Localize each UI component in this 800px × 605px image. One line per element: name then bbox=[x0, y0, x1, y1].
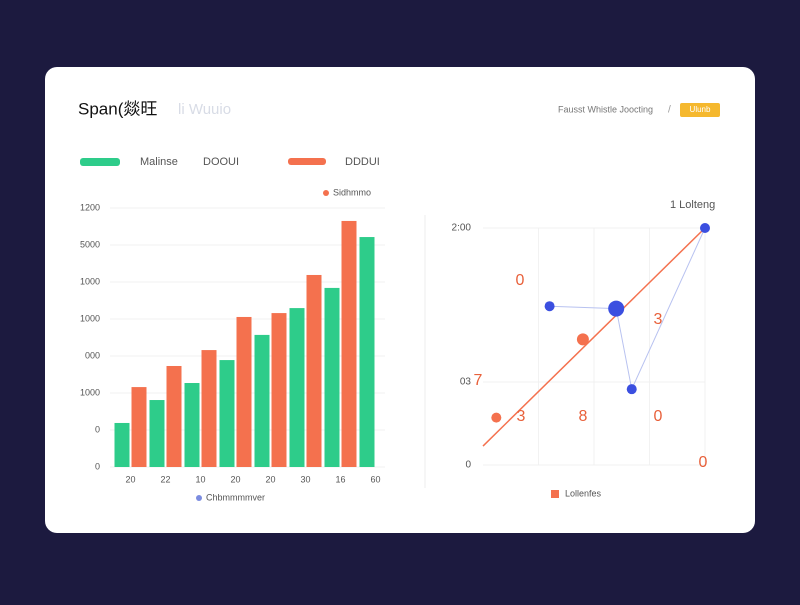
point bbox=[700, 223, 710, 233]
y-tick-label: 1000 bbox=[80, 276, 100, 286]
page-title: Span(燚旺 bbox=[78, 99, 157, 118]
legend-label: Lollenfes bbox=[565, 488, 602, 498]
y-tick-label: 1200 bbox=[80, 202, 100, 212]
legend-note: Chbmmmmver bbox=[206, 492, 265, 502]
bar bbox=[219, 360, 235, 467]
button[interactable] bbox=[680, 103, 720, 117]
annotation: 7 bbox=[474, 372, 483, 389]
y-tick-label: 5000 bbox=[80, 239, 100, 249]
x-tick-label: 60 bbox=[370, 474, 380, 484]
bar bbox=[306, 274, 322, 467]
y-tick-label: 1000 bbox=[80, 387, 100, 397]
trend-line bbox=[482, 227, 706, 447]
y-tick-label: 2:00 bbox=[452, 223, 472, 234]
legend-note: DOOUI bbox=[203, 156, 239, 168]
legend-dot bbox=[323, 190, 329, 196]
button-label[interactable]: Ulunb bbox=[690, 105, 711, 114]
separator: / bbox=[668, 105, 671, 116]
bar bbox=[166, 365, 182, 467]
bar bbox=[341, 220, 357, 467]
annotation: 3 bbox=[517, 408, 526, 425]
legend-swatch bbox=[551, 490, 559, 498]
legend-label: 1 Lolteng bbox=[670, 199, 715, 211]
x-tick-label: 20 bbox=[230, 474, 240, 484]
y-tick-label: 1000 bbox=[80, 313, 100, 323]
point bbox=[626, 384, 637, 395]
x-tick-label: 20 bbox=[265, 474, 275, 484]
y-tick-label: 000 bbox=[85, 350, 100, 360]
annotation: 3 bbox=[654, 311, 663, 328]
point bbox=[544, 301, 555, 312]
legend-dot bbox=[196, 495, 202, 501]
legend-swatch bbox=[288, 158, 326, 165]
y-tick-label: 0 bbox=[95, 424, 100, 434]
x-tick-label: 22 bbox=[160, 474, 170, 484]
annotation: 0 bbox=[699, 454, 708, 471]
annotation: 8 bbox=[579, 408, 588, 425]
bar bbox=[271, 313, 287, 467]
bar bbox=[184, 383, 200, 467]
bar bbox=[131, 387, 147, 467]
point bbox=[491, 412, 502, 423]
bar bbox=[149, 400, 165, 467]
bar bbox=[201, 350, 217, 467]
legend-note: Sidhmmo bbox=[333, 187, 371, 197]
bar bbox=[359, 237, 375, 467]
point bbox=[576, 333, 589, 346]
y-tick-label: 0 bbox=[465, 460, 471, 471]
page-subtitle: li Wuuio bbox=[178, 101, 231, 118]
legend-label: Malinse bbox=[140, 156, 178, 168]
bar bbox=[236, 316, 252, 467]
point bbox=[608, 300, 625, 317]
bar bbox=[289, 308, 305, 467]
bar bbox=[254, 334, 270, 467]
bar bbox=[324, 287, 340, 467]
x-tick-label: 30 bbox=[300, 474, 310, 484]
annotation: 0 bbox=[516, 272, 525, 289]
y-tick-label: 0 bbox=[95, 461, 100, 471]
y-tick-label: 03 bbox=[460, 377, 472, 388]
x-tick-label: 20 bbox=[125, 474, 135, 484]
connector bbox=[549, 227, 706, 391]
nav-links[interactable]: Fausst Whistle Joocting bbox=[558, 104, 653, 114]
legend-swatch bbox=[80, 158, 120, 166]
x-tick-label: 16 bbox=[335, 474, 345, 484]
x-tick-label: 10 bbox=[195, 474, 205, 484]
annotation: 0 bbox=[654, 408, 663, 425]
bar bbox=[114, 422, 130, 467]
legend-label: DDDUI bbox=[345, 156, 380, 168]
